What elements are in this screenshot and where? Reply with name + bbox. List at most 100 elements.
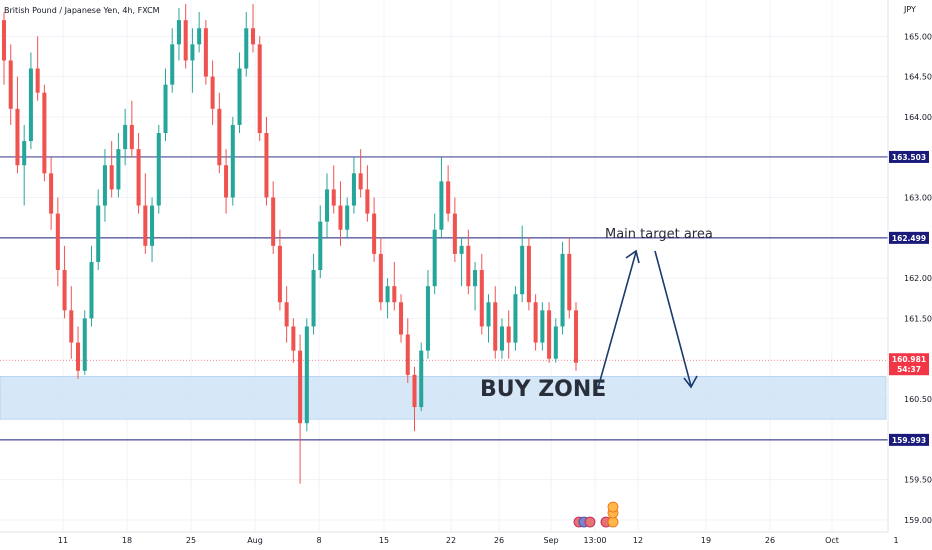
candle-body	[513, 294, 518, 343]
candle-body	[331, 189, 336, 206]
candle-body	[250, 28, 256, 45]
candle-body	[230, 124, 235, 198]
candle-body	[560, 253, 565, 327]
candle-body	[385, 286, 390, 303]
level-badge-text: 162.499	[892, 234, 926, 243]
candle-body	[197, 28, 202, 45]
y-tick-label: 159.000	[904, 516, 932, 525]
candle-body	[129, 124, 134, 150]
candle-body	[102, 165, 107, 206]
y-tick-label: 164.500	[904, 73, 932, 82]
candle-body	[573, 310, 579, 363]
level-badge	[889, 433, 929, 446]
economic-event-icons[interactable]	[573, 501, 619, 528]
candle-body	[466, 245, 471, 287]
candle-body	[479, 270, 484, 327]
candle-body	[452, 213, 457, 254]
candle-body	[150, 205, 155, 246]
candle-body	[547, 310, 552, 359]
candle-body	[365, 189, 370, 214]
candle-body	[76, 342, 81, 371]
candle-body	[15, 108, 20, 166]
candle-body	[22, 141, 27, 166]
candle-body	[244, 28, 249, 69]
x-tick-label: 12	[633, 536, 643, 545]
candle-body	[419, 350, 424, 408]
candles-layer	[1, 4, 579, 484]
candle-body	[298, 350, 303, 424]
buy-zone-label: BUY ZONE	[480, 377, 606, 402]
candle-body	[109, 165, 114, 190]
chart-grid	[0, 0, 888, 532]
candle-body	[520, 245, 525, 295]
buy-zone-rect	[0, 376, 887, 420]
x-tick-label: 8	[316, 536, 321, 545]
candle-body	[405, 334, 410, 375]
y-tick-label: 160.500	[904, 395, 932, 404]
horizontal-levels	[0, 156, 888, 441]
candle-body	[351, 173, 356, 206]
y-tick-label: 162.000	[904, 274, 932, 283]
candle-body	[163, 84, 168, 133]
x-tick-label: 13:00	[583, 536, 606, 545]
current-price-badge	[889, 353, 929, 376]
candle-body	[526, 245, 531, 303]
time-axis[interactable]	[0, 532, 888, 550]
candle-body	[459, 245, 464, 254]
x-tick-label: 11	[58, 536, 68, 545]
candle-body	[1, 20, 7, 61]
candle-body	[55, 213, 60, 271]
level-badge	[889, 150, 929, 163]
candle-body	[277, 245, 282, 303]
candle-body	[392, 286, 397, 303]
y-tick-labels: 165.000 164.500 164.000 163.000 162.000 161.5…	[904, 32, 932, 525]
y-tick-label: 161.500	[904, 314, 932, 323]
candle-body	[237, 68, 242, 125]
candle-body	[318, 221, 323, 271]
candle-body	[170, 44, 175, 85]
candle-body	[217, 108, 222, 166]
candle-body	[8, 60, 13, 109]
x-tick-label: 1	[893, 536, 898, 545]
candle-body	[257, 44, 262, 134]
candle-body	[338, 205, 343, 230]
candle-body	[224, 165, 229, 198]
y-tick-label: 163.000	[904, 193, 932, 202]
y-tick-label: 159.500	[904, 476, 932, 485]
candle-body	[89, 261, 94, 319]
candle-body	[446, 181, 451, 214]
candle-body	[264, 133, 269, 198]
candle-body	[123, 124, 128, 150]
candle-body	[190, 44, 195, 61]
x-tick-labels: 11 18 25 Aug 8 15 22 26 Sep 13:00 12 19 26 Oct 1	[58, 536, 899, 545]
x-tick-label: Sep	[543, 536, 558, 545]
forecast-arrows	[597, 249, 698, 389]
candle-body	[412, 374, 417, 408]
x-tick-label: Oct	[825, 536, 839, 545]
candle-body	[311, 270, 316, 327]
candle-body	[96, 205, 101, 262]
target-area-label: Main target area	[605, 227, 713, 242]
candle-body	[304, 326, 309, 424]
candle-body	[62, 270, 67, 311]
candle-body	[203, 28, 208, 77]
y-tick-label: 164.000	[904, 113, 932, 122]
candle-body	[540, 310, 545, 343]
candle-body	[156, 133, 161, 206]
x-tick-label: 18	[122, 536, 132, 545]
currency-label: JPY	[903, 5, 916, 14]
chart-title: British Pound / Japanese Yen, 4h, FXCM	[4, 6, 160, 15]
x-tick-label: 25	[186, 536, 196, 545]
candle-body	[210, 76, 215, 109]
candle-body	[28, 68, 33, 142]
x-tick-label: 22	[446, 536, 456, 545]
level-badge-text: 159.993	[892, 436, 926, 445]
candle-body	[143, 205, 148, 246]
candle-body	[399, 302, 404, 335]
candle-body	[42, 92, 47, 174]
candle-body	[486, 302, 491, 327]
x-tick-label: 19	[701, 536, 711, 545]
candle-body	[49, 173, 54, 214]
